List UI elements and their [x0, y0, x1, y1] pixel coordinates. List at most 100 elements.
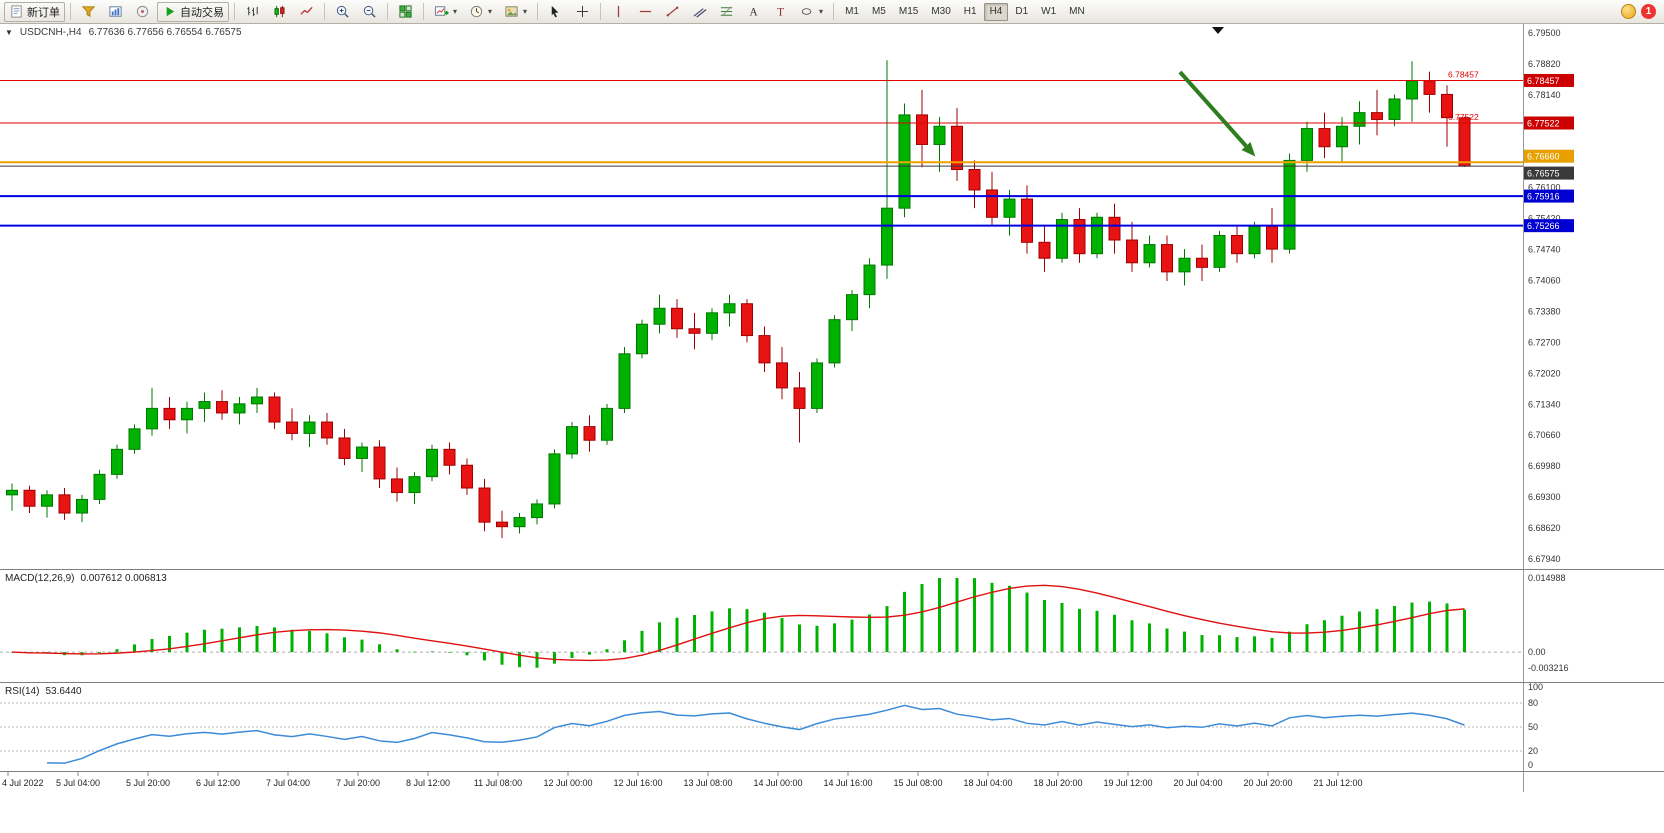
divider [833, 3, 835, 20]
timeframe-D1[interactable]: D1 [1015, 6, 1029, 17]
chart-ohlc-header: ▼ USDCNH-,H4 6.77636 6.77656 6.76554 6.7… [5, 27, 242, 38]
main-price-chart[interactable]: 6.795006.788206.781406.774606.767806.761… [0, 24, 1664, 569]
zoom-in-icon [336, 5, 349, 18]
text-button[interactable]: A [741, 2, 766, 22]
timeframe-M1[interactable]: M1 [845, 6, 859, 17]
svg-text:6.72020: 6.72020 [1528, 368, 1561, 378]
candlestick-mode-button[interactable] [267, 2, 292, 22]
timeframe-M15[interactable]: M15 [898, 6, 919, 17]
bar-chart-mode-button[interactable] [240, 2, 265, 22]
rsi-chart[interactable]: 100 80 50 20 0 [0, 683, 1664, 771]
text-label-button[interactable]: T [768, 2, 793, 22]
zoom-in-button[interactable] [330, 2, 355, 22]
macd-chart[interactable]: 0.014988 0.00 -0.003216 [0, 570, 1664, 682]
shapes-button[interactable]: ▾ [795, 2, 828, 22]
svg-text:19 Jul 12:00: 19 Jul 12:00 [1103, 778, 1152, 788]
timeframe-M5[interactable]: M5 [871, 6, 886, 17]
fibonacci-icon [720, 6, 733, 17]
text-a-icon: A [749, 7, 758, 19]
divider [234, 3, 235, 20]
svg-text:6.74740: 6.74740 [1528, 245, 1561, 255]
svg-text:5 Jul 20:00: 5 Jul 20:00 [126, 778, 170, 788]
notification-badge[interactable]: 1 [1641, 4, 1656, 19]
svg-text:6.71340: 6.71340 [1528, 399, 1561, 409]
svg-text:14 Jul 16:00: 14 Jul 16:00 [823, 778, 872, 788]
divider [70, 3, 71, 20]
zoom-out-button[interactable] [357, 2, 382, 22]
new-chart-icon [434, 6, 449, 16]
trendline-button[interactable] [660, 2, 685, 22]
bottom-filler [0, 792, 1664, 833]
svg-text:20 Jul 04:00: 20 Jul 04:00 [1173, 778, 1222, 788]
chevron-down-icon: ▾ [488, 7, 493, 16]
timeframe-M30[interactable]: M30 [931, 6, 951, 17]
tile-windows-icon [399, 5, 412, 18]
new-order-button[interactable]: 新订单 [4, 1, 65, 22]
autotrade-label: 自动交易 [180, 6, 224, 19]
svg-text:7 Jul 20:00: 7 Jul 20:00 [336, 778, 380, 788]
toolbar-right-icons: 1 [1621, 4, 1660, 19]
svg-text:5 Jul 04:00: 5 Jul 04:00 [56, 778, 100, 788]
svg-text:20: 20 [1528, 746, 1538, 756]
svg-text:8 Jul 12:00: 8 Jul 12:00 [406, 778, 450, 788]
chevron-down-icon[interactable]: ▼ [5, 28, 13, 37]
alert-icon[interactable] [1621, 4, 1636, 19]
text-label-icon: T [777, 7, 784, 19]
line-chart-icon [300, 6, 313, 15]
trendline-icon [666, 6, 679, 17]
divider [600, 3, 602, 20]
svg-text:6.77522: 6.77522 [1448, 112, 1479, 122]
svg-text:0: 0 [1528, 760, 1533, 770]
svg-text:20 Jul 20:00: 20 Jul 20:00 [1243, 778, 1292, 788]
symbol-period-label: USDCNH-,H4 [19, 27, 82, 38]
timeframe-H4[interactable]: H4 [983, 2, 1009, 21]
svg-text:80: 80 [1528, 698, 1538, 708]
data-window-button[interactable] [103, 2, 128, 22]
chevron-down-icon: ▾ [453, 7, 458, 16]
divider [324, 3, 325, 20]
periods-button[interactable]: ▾ [464, 2, 497, 22]
svg-text:6.78457: 6.78457 [1527, 76, 1560, 86]
time-axis[interactable]: 4 Jul 2022 5 Jul 04:00 5 Jul 20:00 6 Jul 12… [0, 771, 1664, 792]
svg-text:T: T [777, 7, 784, 19]
svg-text:6.78820: 6.78820 [1528, 59, 1561, 69]
main-chart-panel: 6.795006.788206.781406.774606.767806.761… [0, 24, 1664, 569]
svg-text:0.00: 0.00 [1528, 647, 1546, 657]
ohlc-bars-icon [247, 6, 258, 17]
chart-window: 6.795006.788206.781406.774606.767806.761… [0, 24, 1664, 833]
line-chart-mode-button[interactable] [294, 2, 319, 22]
svg-text:6.78140: 6.78140 [1528, 90, 1561, 100]
autotrade-button[interactable]: 自动交易 [157, 1, 229, 22]
svg-text:6.76100: 6.76100 [1528, 183, 1561, 193]
fibonacci-button[interactable] [714, 2, 739, 22]
ohlc-values: 6.77636 6.77656 6.76554 6.76575 [88, 27, 242, 38]
rsi-label: RSI(14) 53.6440 [5, 686, 82, 697]
svg-text:13 Jul 08:00: 13 Jul 08:00 [683, 778, 732, 788]
new-chart-button[interactable]: ▾ [429, 2, 462, 22]
crosshair-button[interactable] [570, 2, 595, 22]
svg-text:12 Jul 00:00: 12 Jul 00:00 [543, 778, 592, 788]
svg-text:11 Jul 08:00: 11 Jul 08:00 [474, 778, 522, 788]
equidistant-channel-button[interactable] [687, 2, 712, 22]
svg-text:6.68620: 6.68620 [1528, 523, 1561, 533]
market-watch-button[interactable] [76, 2, 101, 22]
tile-windows-button[interactable] [393, 2, 418, 22]
timeframe-MN[interactable]: MN [1069, 6, 1085, 17]
cursor-button[interactable] [543, 2, 568, 22]
timeframe-W1[interactable]: W1 [1041, 6, 1057, 17]
svg-text:50: 50 [1528, 722, 1538, 732]
svg-text:14 Jul 00:00: 14 Jul 00:00 [753, 778, 802, 788]
horizontal-line-icon [639, 10, 652, 13]
vertical-line-button[interactable] [606, 2, 631, 22]
macd-values: 0.007612 0.006813 [80, 573, 167, 584]
macd-name: MACD(12,26,9) [5, 573, 75, 584]
svg-text:6.69300: 6.69300 [1528, 492, 1561, 502]
horizontal-line-button[interactable] [633, 2, 658, 22]
svg-text:6.78457: 6.78457 [1448, 69, 1479, 79]
timeframe-H1[interactable]: H1 [963, 6, 977, 17]
chart-template-button[interactable]: ▾ [499, 2, 532, 22]
svg-text:21 Jul 12:00: 21 Jul 12:00 [1313, 778, 1362, 788]
svg-text:6 Jul 12:00: 6 Jul 12:00 [196, 778, 240, 788]
navigator-button[interactable] [130, 2, 155, 22]
